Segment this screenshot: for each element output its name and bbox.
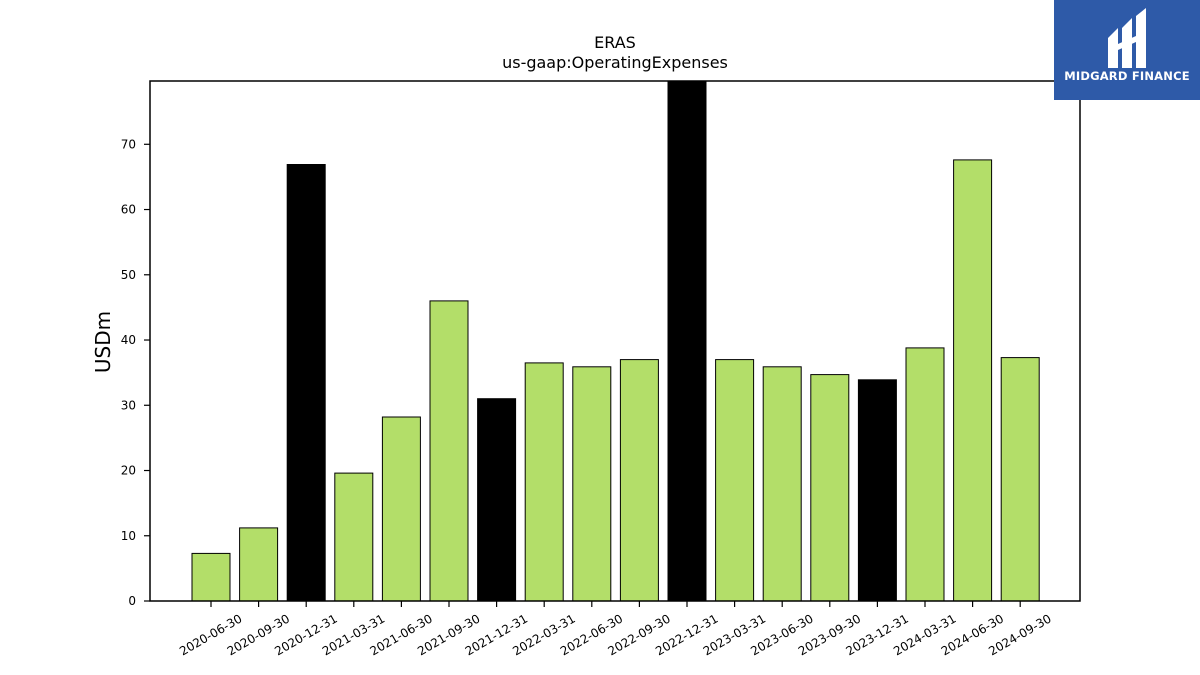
y-tick-label: 10 <box>121 529 136 543</box>
bar-2021-12-31 <box>477 398 517 602</box>
y-tick-label: 50 <box>121 268 136 282</box>
y-tick-label: 40 <box>121 333 136 347</box>
bar-2024-03-31 <box>905 347 945 602</box>
y-tick-label: 60 <box>121 203 136 217</box>
bar-2022-03-31 <box>524 362 564 602</box>
chart-title: ERAS <box>594 33 636 52</box>
y-tick-label: 20 <box>121 464 136 478</box>
x-axis: 2020-06-302020-09-302020-12-312021-03-31… <box>177 601 1054 658</box>
midgard-logo-icon <box>1108 8 1146 68</box>
bar-2024-09-30 <box>1000 357 1040 602</box>
bar-2023-03-31 <box>715 359 755 602</box>
bar-2021-06-30 <box>381 416 421 602</box>
y-tick-label: 30 <box>121 398 136 412</box>
bar-2023-12-31 <box>857 379 897 602</box>
bar-2022-12-31 <box>667 80 707 602</box>
bars-group <box>191 80 1040 602</box>
bar-2023-06-30 <box>762 366 802 602</box>
plot-frame <box>149 80 1081 602</box>
bar-2020-09-30 <box>239 527 279 602</box>
y-tick-label: 70 <box>121 137 136 151</box>
bar-2020-12-31 <box>286 164 326 602</box>
bar-2023-09-30 <box>810 374 850 602</box>
y-axis-label: USDm <box>91 311 115 373</box>
y-axis: 0 10 20 30 40 50 60 70 <box>121 137 150 608</box>
y-tick-label: 0 <box>128 594 136 608</box>
bar-2022-06-30 <box>572 366 612 602</box>
bar-2021-09-30 <box>429 300 469 602</box>
brand-logo: MIDGARD FINANCE <box>1054 0 1200 100</box>
brand-name: MIDGARD FINANCE <box>1064 69 1190 83</box>
chart-subtitle: us-gaap:OperatingExpenses <box>502 53 728 72</box>
bar-2024-06-30 <box>953 159 993 602</box>
bar-2022-09-30 <box>619 359 659 602</box>
bar-2020-06-30 <box>191 552 231 602</box>
bar-2021-03-31 <box>334 472 374 602</box>
